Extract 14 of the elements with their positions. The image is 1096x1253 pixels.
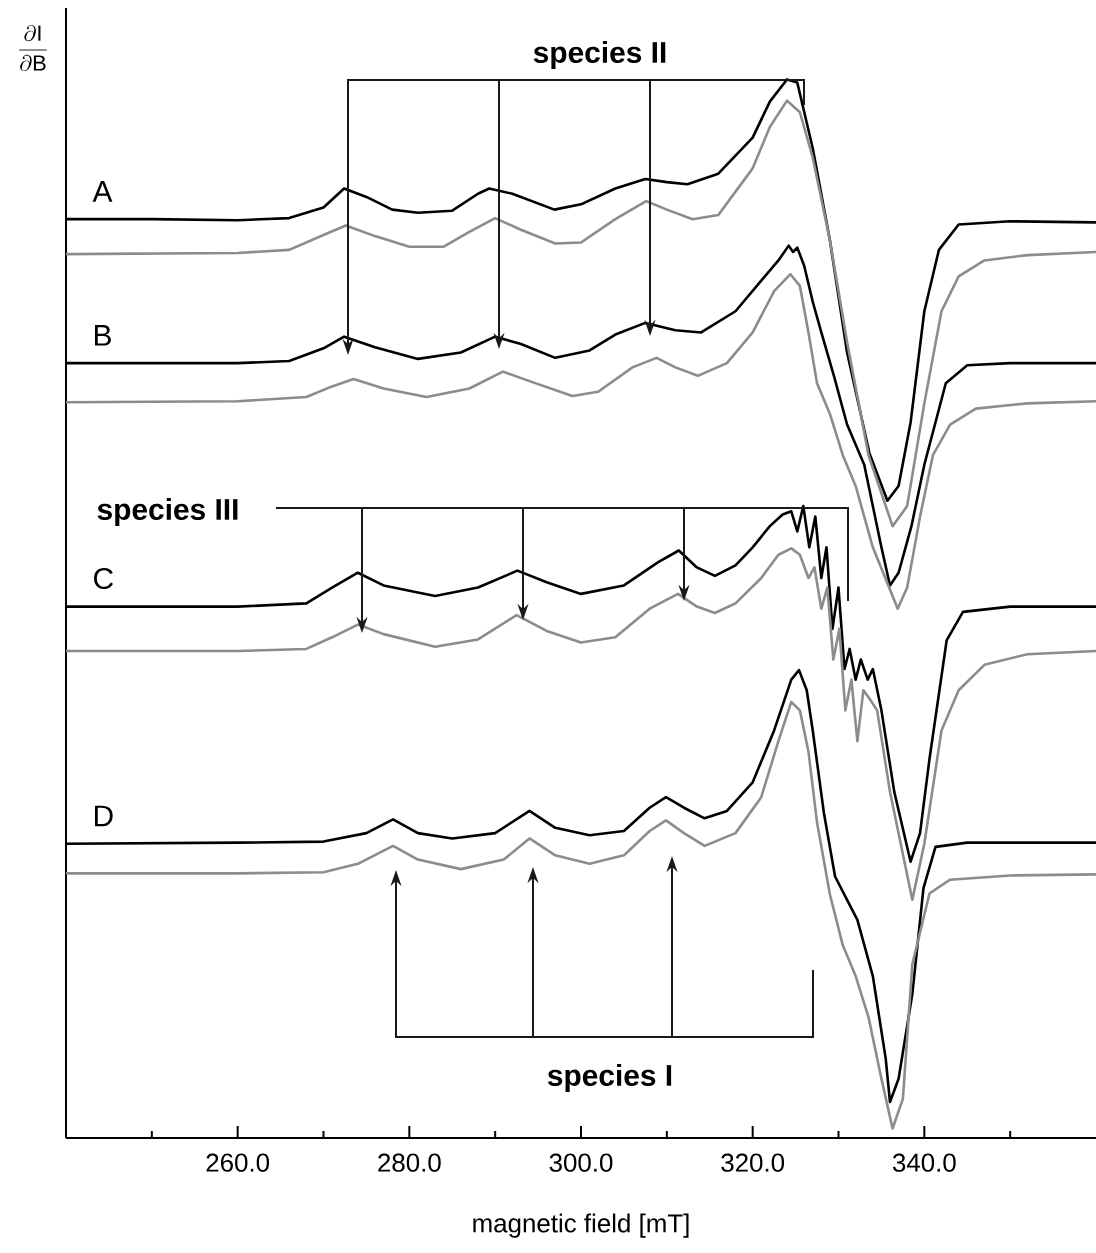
series-label: C: [94, 567, 113, 590]
y-axis-title: $\frac{\partial\mathrm{I}}{\partial\mathrm{B}}$: [19, 24, 47, 72]
series-label: A: [92, 181, 113, 202]
x-tick-label: 340.0: [892, 1153, 956, 1172]
series-label: D: [94, 805, 113, 827]
x-axis-title: magnetic field [mT]: [473, 1213, 689, 1238]
annotation: species I: [547, 1064, 672, 1092]
x-tick-label: 300.0: [549, 1153, 613, 1172]
x-tick-label: 280.0: [378, 1153, 441, 1172]
annotation: species III: [97, 498, 238, 526]
series-label: B: [94, 325, 111, 346]
x-tick-label: 320.0: [721, 1153, 785, 1172]
text: species II: [533, 41, 666, 69]
x-tick-label: 260.0: [206, 1153, 270, 1172]
